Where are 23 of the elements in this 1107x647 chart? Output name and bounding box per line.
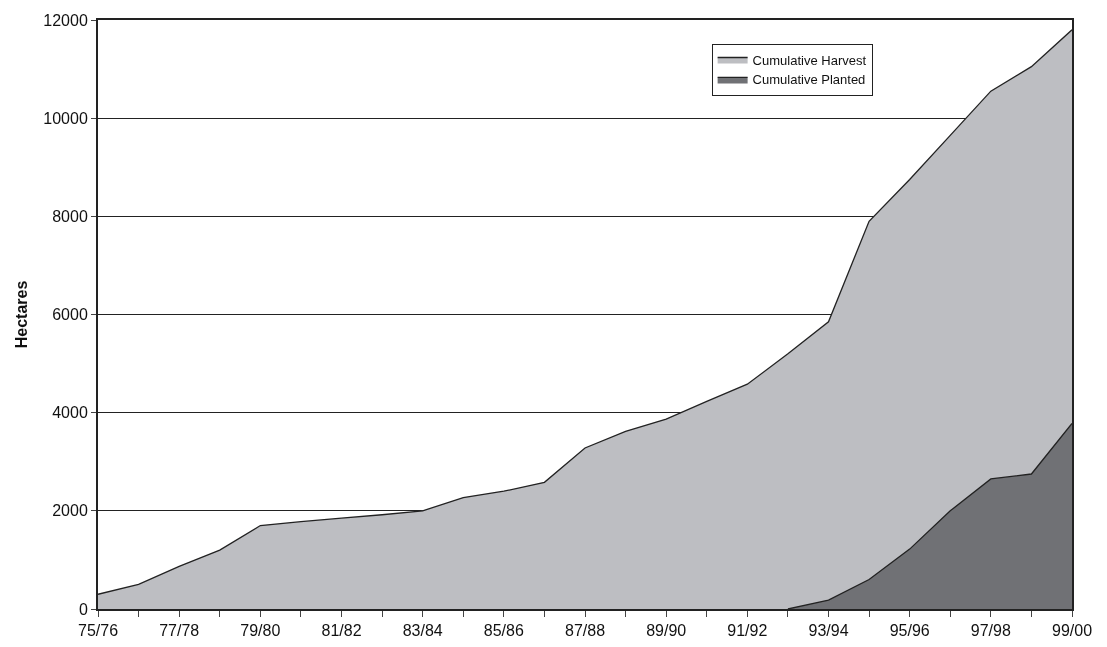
y-axis-title: Hectares [12,280,30,349]
x-tick-label: 97/98 [970,622,1011,640]
x-tick-label: 89/90 [646,622,687,640]
x-tick-label: 75/76 [77,622,119,640]
x-tick-label: 83/84 [402,622,443,640]
x-tick-label: 79/80 [240,622,281,640]
x-tick-label: 99/00 [1051,622,1093,640]
legend-label: Cumulative Planted [752,72,866,88]
x-tick-label: 93/94 [808,622,849,640]
y-tick-label: 12000 [43,11,88,29]
y-tick-label: 6000 [52,306,88,324]
y-tick-label: 10000 [43,109,88,127]
y-tick-label: 8000 [52,207,88,225]
y-tick-label: 4000 [52,404,88,422]
y-tick-label: 2000 [52,502,88,520]
x-tick-label: 87/88 [564,622,606,640]
x-tick-label: 85/86 [483,622,524,640]
x-tick-label: 91/92 [727,622,768,640]
legend-label: Cumulative Harvest [752,52,867,68]
x-tick-label: 95/96 [889,622,930,640]
x-tick-label: 77/78 [159,622,200,640]
y-tick-label: 0 [78,600,88,618]
x-tick-label: 81/82 [321,622,362,640]
